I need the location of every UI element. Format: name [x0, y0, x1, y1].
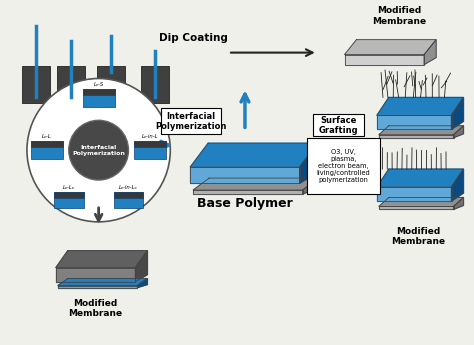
Polygon shape	[56, 251, 147, 268]
Polygon shape	[377, 97, 464, 115]
Circle shape	[27, 79, 170, 222]
Text: Modified
Membrane: Modified Membrane	[69, 298, 123, 318]
Bar	[135, 141, 166, 159]
Text: Interfacial
Polymerization: Interfacial Polymerization	[155, 111, 227, 131]
Bar	[54, 192, 84, 198]
Polygon shape	[379, 197, 464, 206]
Bar	[114, 192, 144, 208]
Polygon shape	[58, 279, 147, 286]
Polygon shape	[136, 251, 147, 282]
Polygon shape	[379, 135, 454, 138]
Polygon shape	[345, 55, 424, 65]
FancyBboxPatch shape	[161, 108, 221, 134]
Text: Lₒ-in-Lₒ: Lₒ-in-Lₒ	[119, 185, 138, 190]
Text: O3, UV,
plasma,
electron beam,
living/controlled
polymerization: O3, UV, plasma, electron beam, living/co…	[317, 149, 370, 183]
Polygon shape	[454, 197, 464, 209]
Text: Lₒ-Lₒ: Lₒ-Lₒ	[63, 185, 75, 190]
Polygon shape	[193, 190, 303, 194]
Text: Lₒ-S: Lₒ-S	[93, 82, 104, 87]
FancyBboxPatch shape	[307, 138, 380, 194]
Polygon shape	[137, 279, 147, 288]
Bar	[54, 192, 84, 208]
Polygon shape	[56, 268, 136, 282]
Polygon shape	[377, 187, 452, 201]
Bar	[22, 66, 50, 104]
Bar	[97, 66, 125, 104]
Polygon shape	[303, 178, 319, 194]
Polygon shape	[452, 169, 464, 201]
Polygon shape	[300, 143, 318, 183]
Polygon shape	[345, 40, 436, 55]
Bar	[57, 66, 85, 104]
Text: Interfacial
Polymerization: Interfacial Polymerization	[72, 145, 125, 156]
Polygon shape	[190, 143, 318, 167]
Bar	[82, 89, 115, 107]
Text: Modified
Membrane: Modified Membrane	[391, 227, 445, 246]
Polygon shape	[424, 40, 436, 65]
Bar	[82, 89, 115, 96]
Polygon shape	[193, 178, 319, 190]
Polygon shape	[190, 167, 300, 183]
Polygon shape	[454, 126, 464, 138]
Bar	[31, 141, 63, 147]
Circle shape	[69, 120, 128, 180]
Polygon shape	[377, 115, 452, 129]
FancyBboxPatch shape	[313, 114, 365, 136]
Bar	[141, 66, 169, 104]
Text: Modified
Membrane: Modified Membrane	[372, 6, 426, 26]
Bar	[135, 141, 166, 147]
Polygon shape	[379, 126, 464, 135]
Text: Lₒ-in-L: Lₒ-in-L	[142, 134, 159, 139]
Text: Surface
Grafting: Surface Grafting	[319, 116, 358, 135]
Polygon shape	[58, 286, 137, 288]
Text: Base Polymer: Base Polymer	[197, 197, 293, 210]
Text: Lₒ-L: Lₒ-L	[42, 134, 52, 139]
Text: Dip Coating: Dip Coating	[159, 33, 228, 43]
Bar	[31, 141, 63, 159]
Polygon shape	[379, 206, 454, 209]
Bar	[114, 192, 144, 198]
Polygon shape	[452, 97, 464, 129]
Polygon shape	[377, 169, 464, 187]
